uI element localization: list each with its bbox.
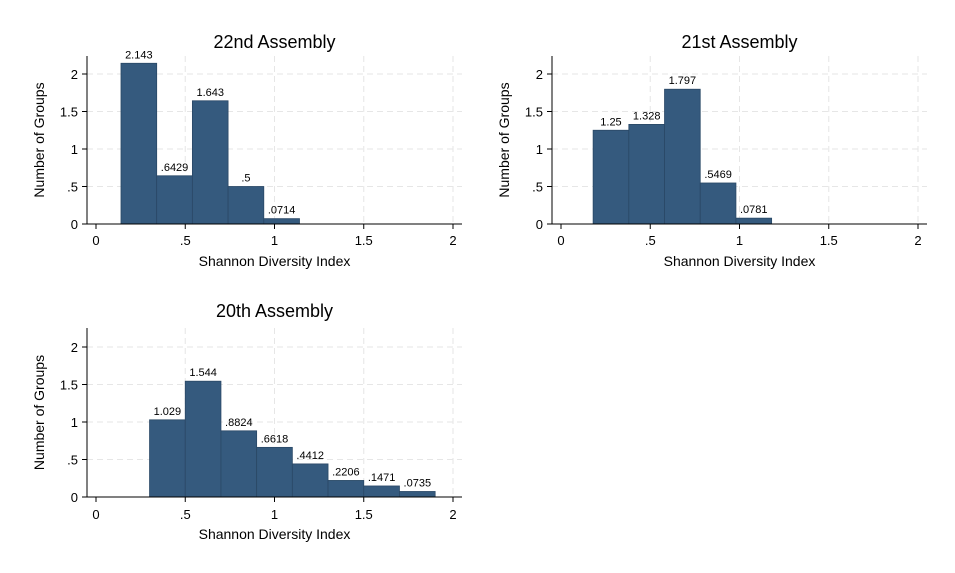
histogram-bar bbox=[363, 485, 400, 498]
x-tick-label: .5 bbox=[645, 233, 656, 248]
histogram-bar bbox=[120, 62, 158, 225]
y-tick-label: 1 bbox=[71, 142, 78, 157]
bar-value-label: .0735 bbox=[404, 477, 432, 489]
x-tick-label: 1.5 bbox=[355, 233, 373, 248]
x-tick-label: 1 bbox=[271, 507, 278, 522]
y-tick-label: 1.5 bbox=[60, 105, 78, 120]
x-tick-label: 2 bbox=[449, 507, 456, 522]
histogram-bar bbox=[399, 491, 436, 498]
y-tick-label: 0 bbox=[71, 217, 78, 232]
y-axis-label: Number of Groups bbox=[31, 82, 47, 197]
bar-value-label: .0714 bbox=[268, 205, 296, 217]
histogram-bar bbox=[327, 480, 365, 498]
histogram-bar bbox=[184, 380, 222, 498]
x-tick-label: 0 bbox=[92, 233, 99, 248]
histogram-bar bbox=[735, 217, 773, 225]
x-tick-label: 0 bbox=[92, 507, 99, 522]
y-tick-label: 0 bbox=[71, 490, 78, 505]
x-tick-label: 1.5 bbox=[355, 507, 373, 522]
y-tick-label: 1.5 bbox=[525, 105, 543, 120]
x-axis-label: Shannon Diversity Index bbox=[664, 253, 816, 269]
x-tick-label: 1 bbox=[736, 233, 743, 248]
y-tick-label: 2 bbox=[71, 340, 78, 355]
histogram-bar bbox=[156, 175, 193, 225]
y-tick-label: 1 bbox=[536, 142, 543, 157]
bar-value-label: .5469 bbox=[704, 169, 732, 181]
x-axis-label: Shannon Diversity Index bbox=[199, 526, 351, 542]
y-axis-label: Number of Groups bbox=[496, 82, 512, 197]
histogram-bar bbox=[256, 446, 293, 498]
y-tick-label: 2 bbox=[536, 67, 543, 82]
y-tick-label: .5 bbox=[532, 180, 543, 195]
bar-value-label: 1.029 bbox=[154, 406, 182, 418]
x-tick-label: 1.5 bbox=[820, 233, 838, 248]
histogram-bar bbox=[592, 129, 630, 225]
bar-value-label: .4412 bbox=[296, 450, 324, 462]
y-axis-label: Number of Groups bbox=[31, 355, 47, 470]
bar-value-label: .2206 bbox=[332, 466, 360, 478]
histogram-bar bbox=[664, 88, 701, 225]
bar-value-label: .6429 bbox=[161, 162, 189, 174]
bar-value-label: .8824 bbox=[225, 417, 253, 429]
bar-value-label: 1.797 bbox=[669, 75, 697, 87]
chart-title: 21st Assembly bbox=[681, 32, 797, 52]
x-axis-label: Shannon Diversity Index bbox=[199, 253, 351, 269]
x-tick-label: .5 bbox=[180, 507, 191, 522]
y-tick-label: .5 bbox=[67, 453, 78, 468]
x-tick-label: 2 bbox=[449, 233, 456, 248]
y-tick-label: 0 bbox=[536, 217, 543, 232]
x-tick-label: .5 bbox=[180, 233, 191, 248]
x-tick-label: 1 bbox=[271, 233, 278, 248]
y-tick-label: 1.5 bbox=[60, 378, 78, 393]
bar-value-label: 1.328 bbox=[633, 110, 661, 122]
chart-title: 22nd Assembly bbox=[213, 32, 335, 52]
bar-value-label: .0781 bbox=[740, 204, 768, 216]
histogram-bar bbox=[220, 430, 258, 498]
y-tick-label: 1 bbox=[71, 415, 78, 430]
bar-value-label: 1.643 bbox=[196, 87, 224, 99]
histogram-bar bbox=[628, 124, 665, 225]
bar-value-label: 1.25 bbox=[600, 116, 621, 128]
y-tick-label: 2 bbox=[71, 67, 78, 82]
bar-value-label: .5 bbox=[241, 173, 250, 185]
histogram-bar bbox=[149, 419, 186, 498]
x-tick-label: 2 bbox=[914, 233, 921, 248]
y-tick-label: .5 bbox=[67, 180, 78, 195]
bar-value-label: .1471 bbox=[368, 472, 396, 484]
bar-value-label: 2.143 bbox=[125, 49, 153, 61]
histogram-bar bbox=[699, 182, 737, 225]
x-tick-label: 0 bbox=[557, 233, 564, 248]
bar-value-label: .6618 bbox=[261, 433, 289, 445]
histogram-bar bbox=[291, 463, 329, 498]
bar-value-label: 1.544 bbox=[189, 367, 217, 379]
histogram-bar bbox=[191, 100, 229, 225]
histogram-bar bbox=[263, 218, 300, 225]
chart-title: 20th Assembly bbox=[216, 301, 333, 321]
histogram-bar bbox=[227, 186, 265, 225]
